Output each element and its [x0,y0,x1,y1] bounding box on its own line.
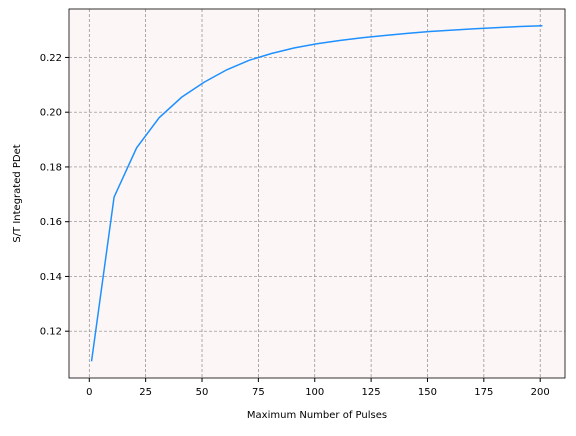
x-tick-label: 125 [362,387,381,398]
x-tick-label: 100 [305,387,324,398]
x-tick-label: 200 [531,387,550,398]
plot-background [69,9,565,378]
x-tick-label: 50 [196,387,209,398]
y-tick-label: 0.22 [40,53,62,64]
x-tick-label: 175 [474,387,493,398]
y-tick-label: 0.14 [40,272,62,283]
y-tick-label: 0.12 [40,327,62,338]
data-line [90,24,543,362]
x-axis-label: Maximum Number of Pulses [247,410,387,421]
y-tick-label: 0.20 [40,108,62,119]
y-tick-label: 0.16 [40,217,62,228]
plot-frame [68,8,566,379]
x-tick-label: 0 [86,387,92,398]
y-tick-label: 0.18 [40,162,62,173]
x-tick-label: 150 [418,387,437,398]
y-axis-label: S/T Integrated PDet [12,144,23,242]
x-tick-label: 25 [139,387,152,398]
x-tick-label: 75 [252,387,265,398]
